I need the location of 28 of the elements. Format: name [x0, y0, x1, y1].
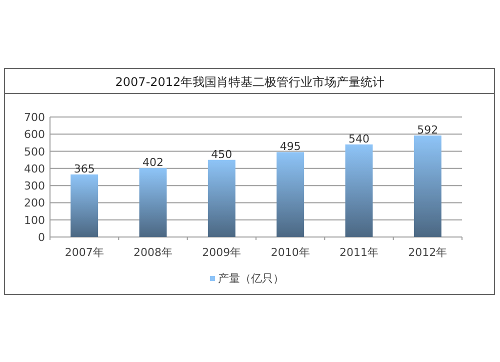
y-tick-label: 0: [38, 231, 45, 244]
data-label: 540: [348, 132, 370, 146]
data-label: 495: [280, 140, 301, 154]
legend-label: 产量（亿只）: [218, 272, 284, 285]
y-tick-label: 400: [24, 162, 45, 176]
bar: [139, 168, 167, 237]
x-tick-label: 2007年: [64, 246, 104, 259]
data-label: 365: [74, 162, 95, 176]
y-tick-label: 700: [24, 111, 45, 124]
bar: [70, 174, 98, 237]
x-tick-label: 2011年: [340, 246, 378, 259]
data-label: 450: [211, 148, 232, 161]
bar: [345, 144, 373, 237]
y-tick-label: 600: [24, 128, 45, 142]
y-tick-label: 500: [24, 145, 45, 158]
x-tick-label: 2012年: [408, 246, 448, 259]
x-tick-label: 2010年: [270, 246, 310, 259]
bar: [414, 136, 442, 237]
x-tick-label: 2008年: [134, 246, 172, 259]
y-tick-label: 100: [24, 214, 45, 227]
y-tick-label: 200: [24, 196, 45, 210]
x-tick-label: 2009年: [202, 246, 242, 259]
data-label: 592: [417, 124, 438, 137]
chart-title: 2007-2012年我国肖特基二极管行业市场产量统计: [115, 75, 385, 89]
bar: [276, 152, 304, 237]
data-label: 402: [142, 156, 164, 170]
bar: [208, 160, 236, 237]
y-tick-label: 300: [24, 180, 45, 193]
